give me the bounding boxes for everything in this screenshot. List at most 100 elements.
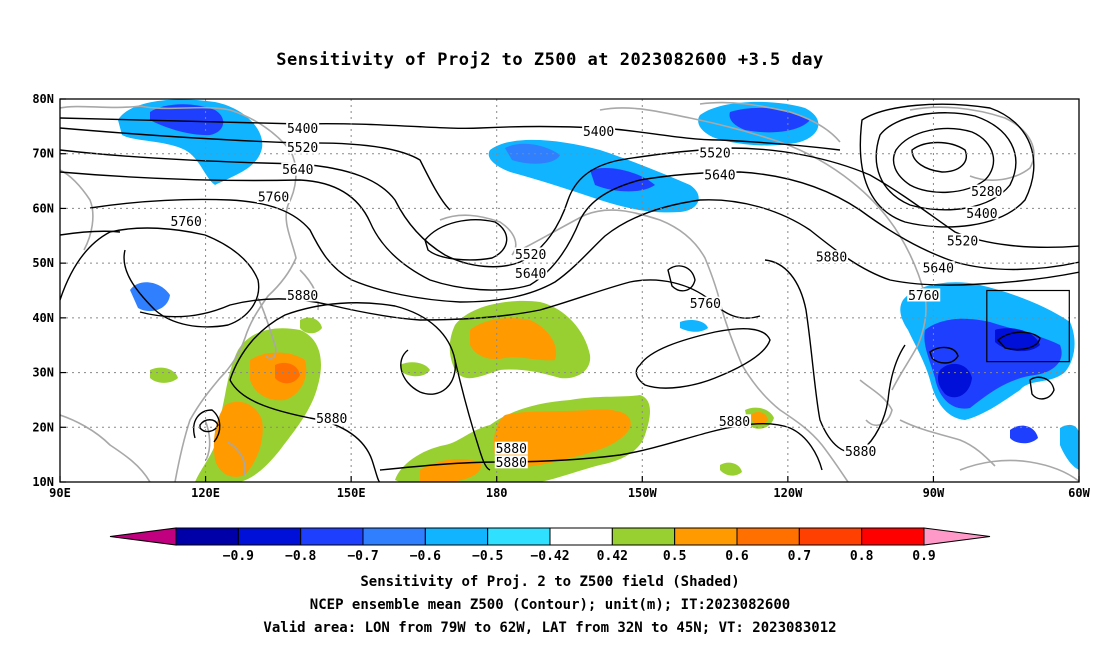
colorbar-segment: [861, 527, 925, 546]
negative-sensitivity-area: [1010, 425, 1038, 444]
x-tick-label: 90E: [49, 486, 71, 500]
colorbar-segment: [674, 527, 738, 546]
arctic-coastline: [699, 101, 841, 143]
z500-contour: [229, 379, 381, 482]
colorbar-segment: [424, 527, 489, 546]
valid-area-box: [986, 289, 1070, 363]
colorbar-label: 0.5: [663, 549, 686, 564]
contour-label-bg: [494, 441, 528, 455]
contour-label-bg: [815, 250, 849, 264]
negative-sensitivity-area: [937, 363, 972, 398]
asia-coastline: [60, 169, 94, 251]
contour-label: 5520: [947, 234, 978, 249]
contour-label: 5880: [496, 442, 527, 457]
contour-label-bg: [257, 189, 291, 203]
map-plot-area: [60, 99, 1079, 482]
colorbar-label: −0.6: [410, 549, 441, 564]
colorbar-segment: [549, 527, 613, 546]
colorbar-segment: [487, 527, 551, 546]
z500-contour: [60, 171, 1079, 291]
z500-contour: [199, 419, 219, 433]
x-tick-label: 60W: [1068, 486, 1090, 500]
contour-label: 5640: [704, 169, 735, 184]
z500-contour: [929, 346, 959, 364]
z500-contour: [60, 117, 841, 151]
contour-label-bg: [921, 261, 955, 275]
colorbar-segment: [611, 527, 676, 546]
asia-coastline: [60, 414, 151, 482]
positive-sensitivity-area: [470, 318, 557, 361]
contour-label: 5760: [171, 215, 202, 230]
negative-sensitivity-area: [995, 328, 1040, 352]
colorbar-label: 0.9: [912, 549, 935, 564]
positive-sensitivity-area: [493, 409, 631, 468]
x-tick-label: 120E: [191, 486, 220, 500]
contour-label-bg: [494, 455, 528, 469]
contour-label-bg: [286, 288, 320, 302]
negative-sensitivity-area: [1060, 424, 1079, 470]
z500-contour: [859, 103, 1035, 228]
x-tick-label: 180: [486, 486, 508, 500]
contour-label-bg: [844, 444, 878, 458]
contour-label: 5760: [258, 190, 289, 205]
positive-sensitivity-area: [752, 412, 768, 425]
y-tick-label: 20N: [32, 420, 54, 434]
lat-lon-grid: [60, 99, 1080, 482]
sensitivity-shading: [118, 99, 1079, 482]
z500-contour: [911, 141, 967, 173]
island-coastline: [227, 441, 246, 477]
negative-sensitivity-area: [130, 282, 170, 312]
positive-sensitivity-area: [213, 401, 263, 477]
caption-contour: NCEP ensemble mean Z500 (Contour); unit(…: [309, 597, 791, 613]
plot-frame: [59, 98, 1080, 483]
z500-contour: [764, 259, 906, 454]
contour-label: 5400: [583, 125, 614, 140]
colorbar-segment: [798, 527, 863, 546]
z500-contour: [60, 147, 1079, 268]
z500-contour: [997, 331, 1041, 351]
asia-coastline: [60, 105, 297, 482]
z500-contour: [379, 422, 823, 471]
valid-area-box-layer: [986, 289, 1070, 363]
contour-label: 5760: [908, 289, 939, 304]
z500-contour: [60, 127, 451, 211]
y-tick-label: 50N: [32, 256, 54, 270]
x-tick-label: 150W: [628, 486, 658, 500]
z500-contour: [424, 219, 508, 261]
positive-sensitivity-area: [195, 328, 321, 482]
colorbar-segment: [736, 527, 800, 546]
contour-label-bg: [286, 121, 320, 135]
contour-label-bg: [965, 206, 999, 220]
contour-label-bg: [514, 266, 548, 280]
contour-label-bg: [281, 162, 315, 176]
negative-sensitivity-area: [590, 167, 655, 192]
negative-sensitivity-area: [680, 320, 708, 332]
positive-sensitivity-area: [150, 367, 178, 383]
contour-label-bg: [907, 288, 941, 302]
contour-label-bg: [970, 184, 1004, 198]
contour-label: 5520: [699, 147, 730, 162]
positive-sensitivity-area: [300, 317, 322, 334]
island-coastline: [204, 419, 211, 461]
contour-label: 5400: [287, 122, 318, 137]
z500-contour: [635, 328, 771, 389]
caption-valid-area: Valid area: LON from 79W to 62W, LAT fro…: [263, 620, 837, 636]
z500-contours: [60, 103, 1079, 482]
contour-label: 5640: [923, 262, 954, 277]
north-america-coastline: [599, 107, 927, 391]
contour-label-bg: [286, 140, 320, 154]
x-tick-label: 150E: [337, 486, 366, 500]
colorbar: −0.9 −0.8 −0.7 −0.6 −0.5 −0.42 0.42 0.5 0.6 0.7 0.…: [109, 527, 991, 564]
contour-label: 5640: [282, 163, 313, 178]
contour-label-layer: 5400 5520 5640 5760 5760 5880 5880 5400 5520 5640…: [169, 121, 1004, 471]
caribbean-coastline: [899, 419, 996, 467]
positive-sensitivity-area: [275, 362, 300, 384]
contour-label: 5880: [316, 412, 347, 427]
z500-contour: [1029, 376, 1055, 400]
negative-sensitivity-area: [729, 107, 810, 133]
contour-label-bg: [169, 214, 203, 228]
colorbar-segment: [300, 527, 364, 546]
colorbar-segment: [175, 527, 239, 546]
colorbar-label: 0.8: [850, 549, 874, 564]
